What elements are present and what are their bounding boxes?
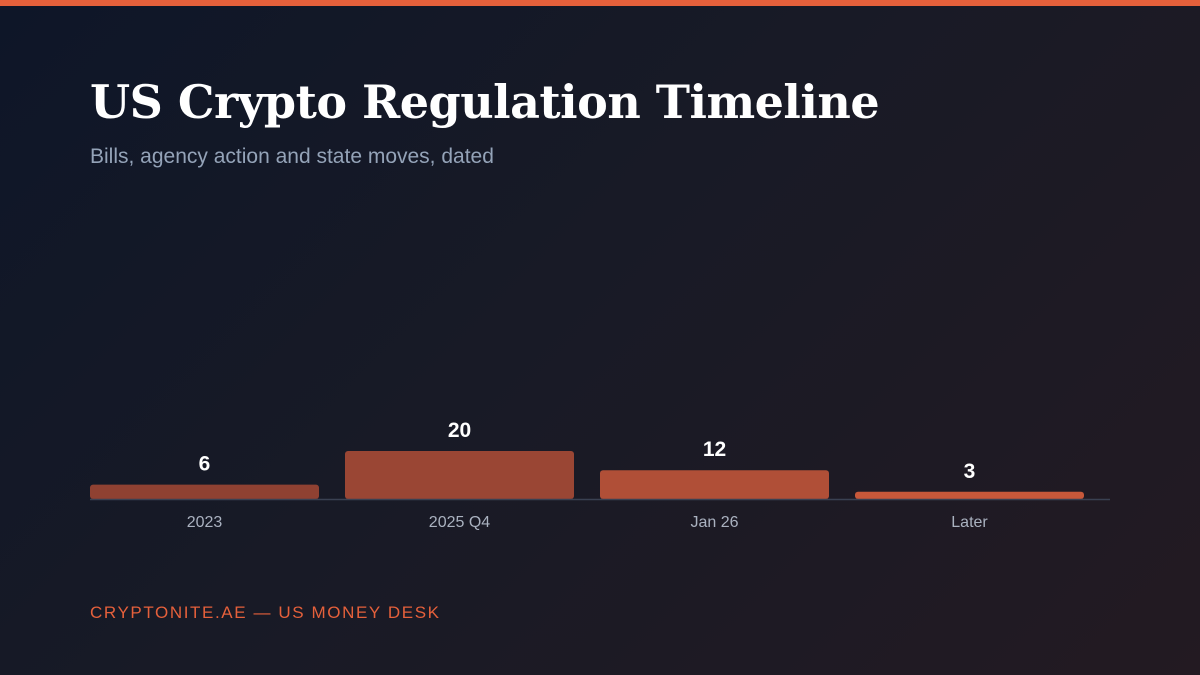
page-title: US Crypto Regulation Timeline (90, 75, 880, 129)
category-label: 2025 Q4 (429, 514, 490, 531)
bars-group (90, 451, 1084, 499)
bar-value-label: 12 (703, 438, 726, 461)
bar-1 (345, 451, 574, 499)
category-label: Later (951, 514, 988, 531)
bar-3 (855, 491, 1084, 499)
bar-2 (600, 470, 829, 499)
footer-credit: CRYPTONITE.AE — US MONEY DESK (90, 603, 441, 622)
page-subtitle: Bills, agency action and state moves, da… (90, 145, 494, 168)
labels-group: 6 2023 20 2025 Q4 12 Jan 26 3 Later (187, 419, 989, 531)
top-accent-bar (0, 0, 1200, 6)
bar-value-label: 6 (199, 453, 211, 476)
bar-value-label: 20 (448, 419, 471, 442)
bar-0 (90, 484, 319, 499)
category-label: 2023 (187, 514, 223, 531)
bar-value-label: 3 (964, 460, 976, 483)
category-label: Jan 26 (690, 514, 738, 531)
